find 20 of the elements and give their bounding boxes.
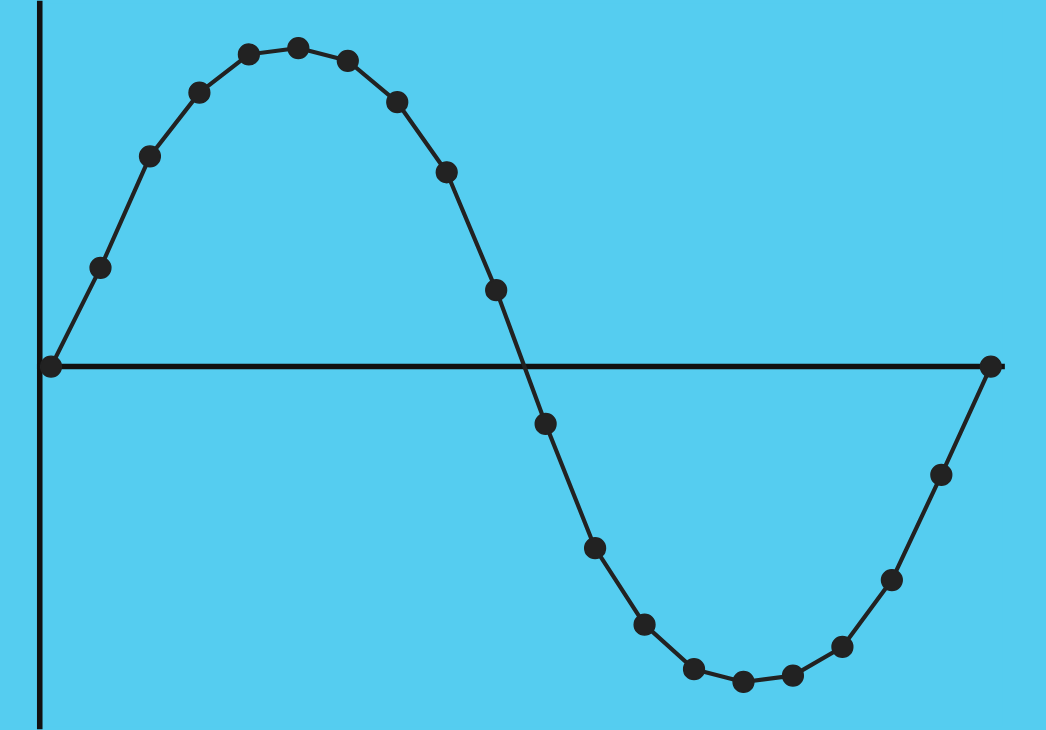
point: [583, 537, 607, 560]
point: [39, 355, 63, 378]
point: [188, 81, 211, 104]
point: [682, 658, 706, 681]
point: [336, 49, 359, 72]
point: [534, 412, 557, 436]
point: [287, 36, 310, 60]
point: [237, 43, 260, 66]
point: [89, 256, 112, 279]
point: [880, 568, 903, 592]
point: [138, 145, 162, 168]
point: [485, 279, 508, 302]
point: [386, 91, 409, 114]
point: [979, 355, 1002, 378]
point: [633, 613, 656, 636]
point: [781, 664, 805, 687]
point: [732, 670, 755, 694]
point: [930, 463, 953, 487]
point: [435, 161, 458, 184]
point: [831, 635, 854, 659]
